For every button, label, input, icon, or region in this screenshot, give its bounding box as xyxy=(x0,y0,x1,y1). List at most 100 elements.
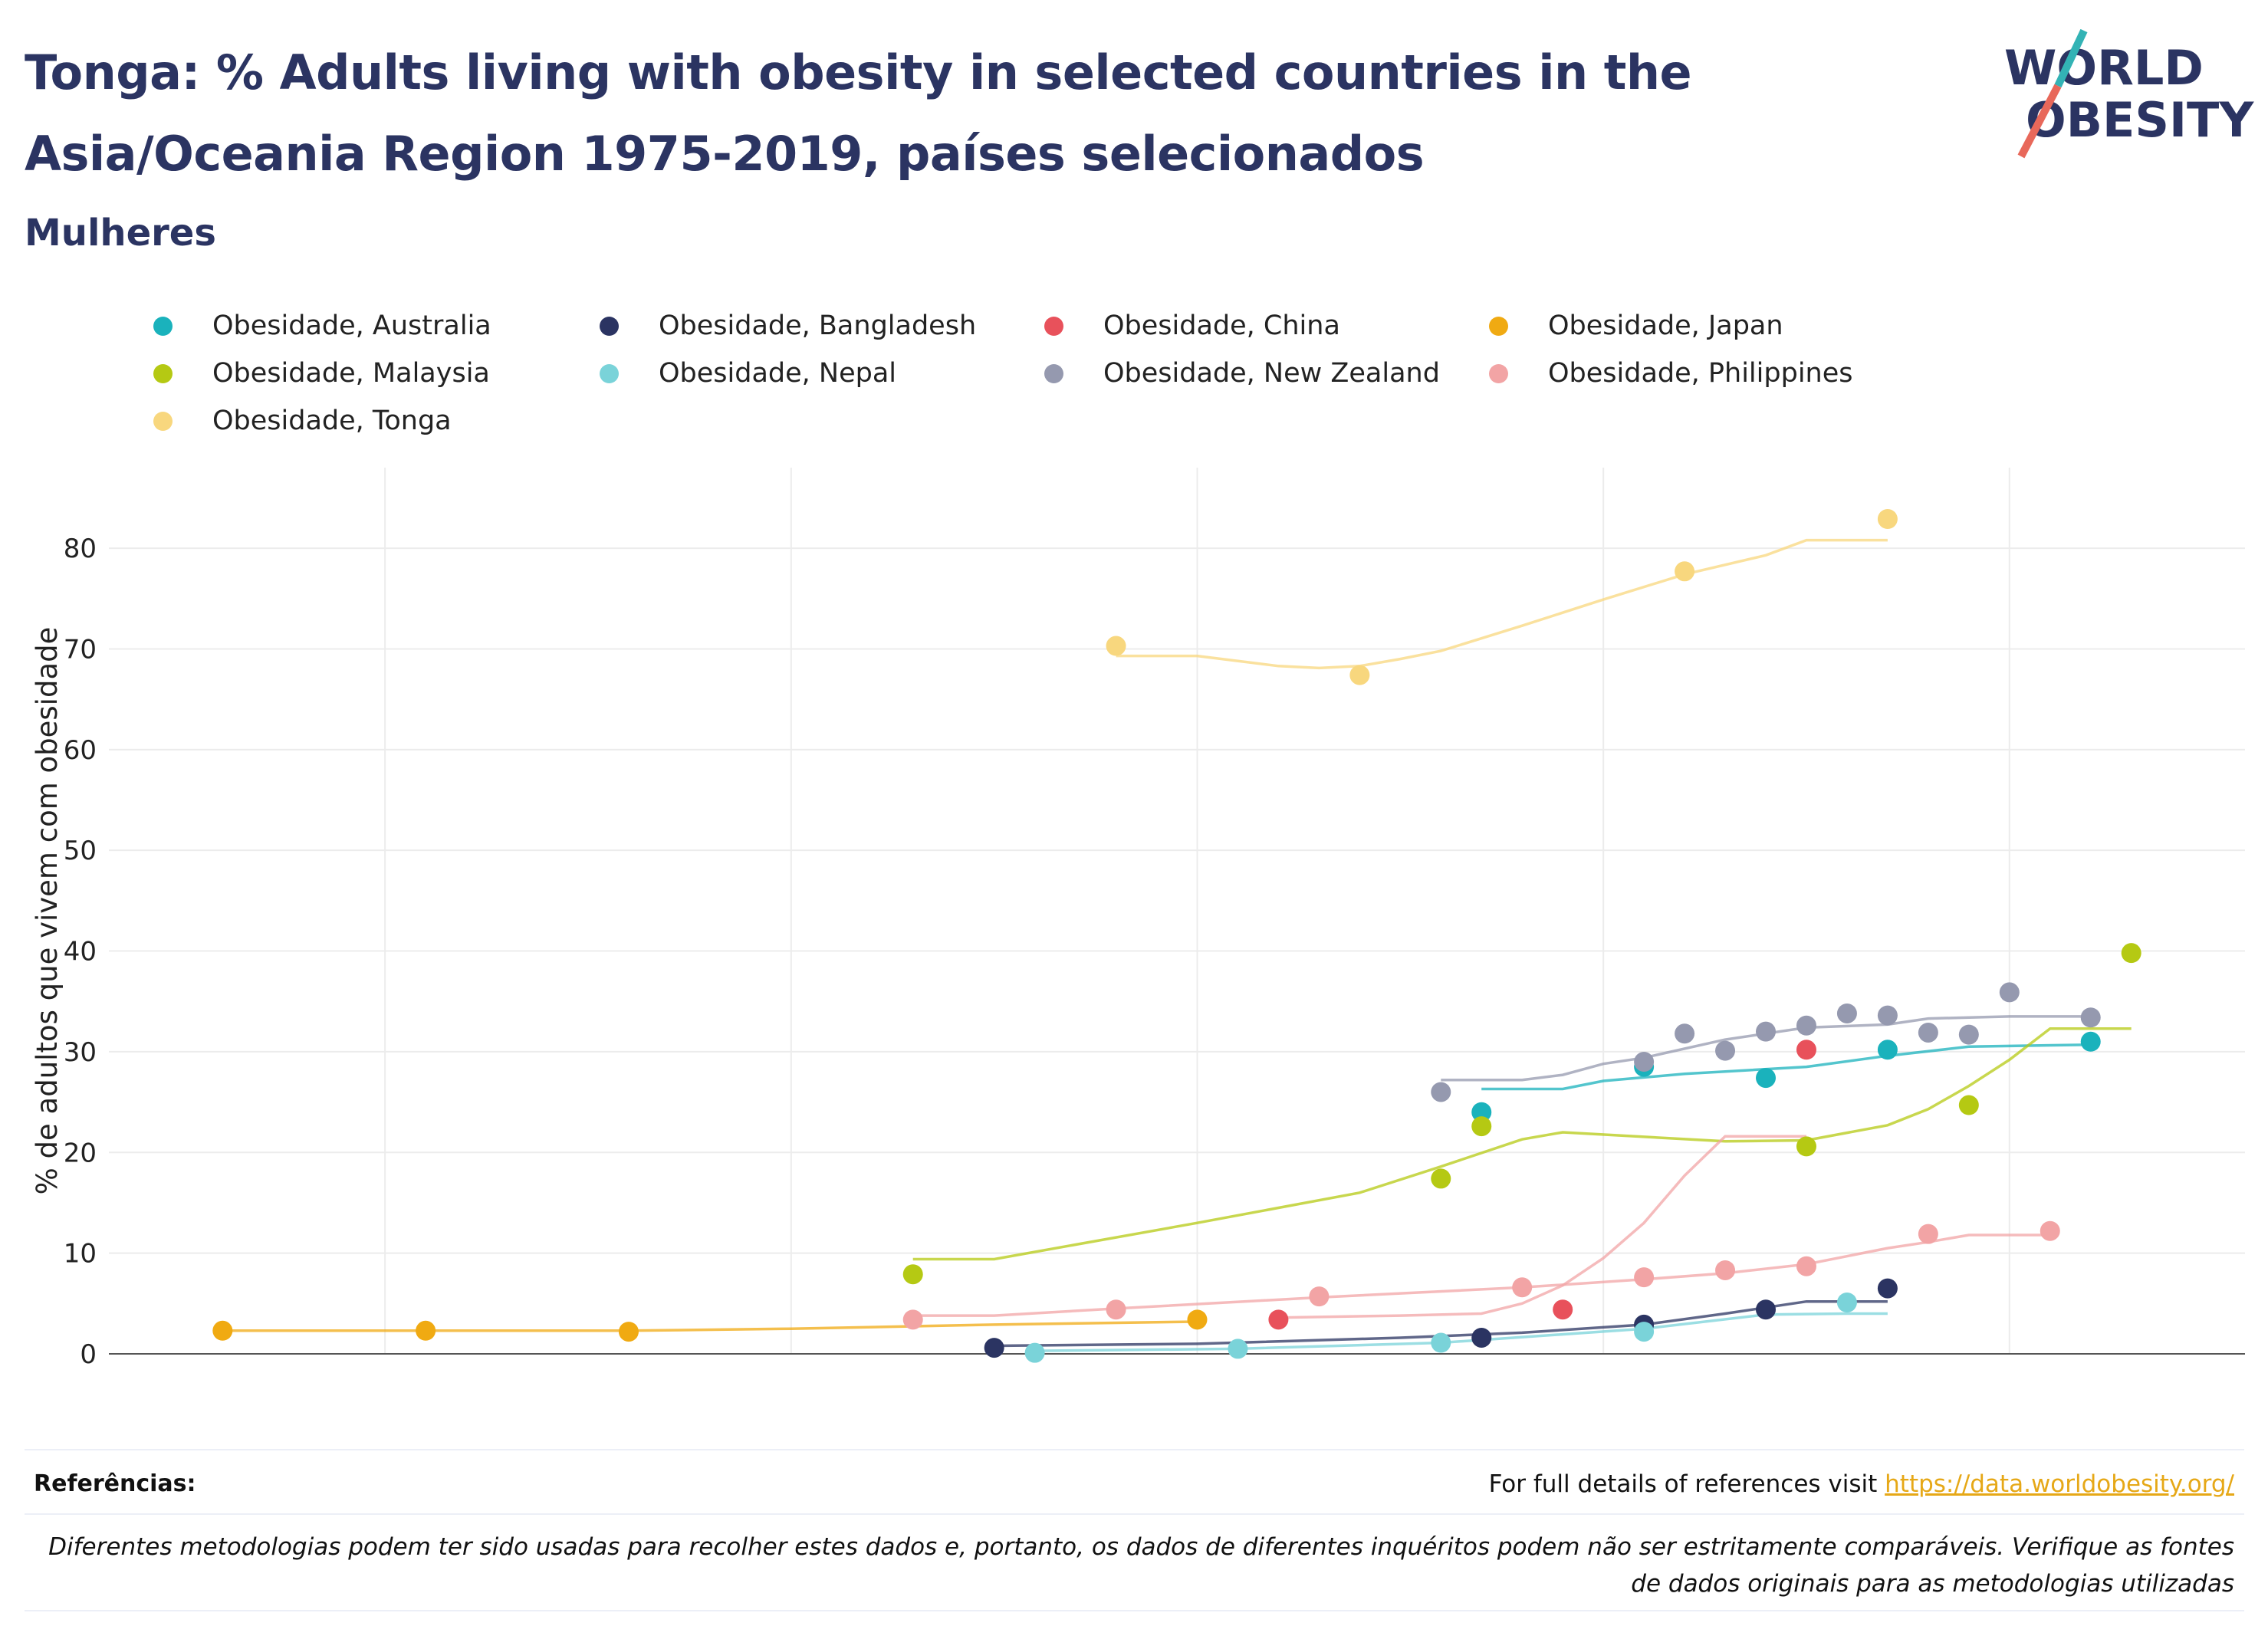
trend-line xyxy=(1441,1015,2091,1082)
data-point xyxy=(1796,1256,1816,1276)
trend-line xyxy=(1278,1135,1806,1319)
x-tick-label: 1980 xyxy=(352,1368,419,1372)
world-obesity-logo: WORLD OBESITY xyxy=(2004,29,2254,159)
y-tick-label: 10 xyxy=(64,1239,97,1270)
legend-item[interactable]: Obesidade, Australia xyxy=(153,307,491,345)
data-point xyxy=(416,1320,436,1341)
data-point xyxy=(1918,1224,1938,1244)
data-point xyxy=(2040,1220,2060,1241)
data-point xyxy=(1634,1052,1655,1073)
footer-divider-middle xyxy=(25,1513,2244,1515)
data-point xyxy=(984,1338,1004,1358)
y-tick-label: 70 xyxy=(64,634,97,665)
data-point xyxy=(1675,561,1695,582)
data-point xyxy=(1715,1040,1736,1061)
legend-marker-icon xyxy=(600,363,619,383)
data-point xyxy=(1836,1293,1857,1313)
legend-label: Obesidade, Malaysia xyxy=(212,358,490,389)
legend-item[interactable]: Obesidade, China xyxy=(1044,307,1340,345)
trend-line xyxy=(222,1320,1198,1332)
y-axis-label: % de adultos que vivem com obesidade xyxy=(31,627,64,1195)
legend-label: Obesidade, Japan xyxy=(1548,310,1783,341)
chart-subtitle: Mulheres xyxy=(25,212,216,255)
data-point xyxy=(1918,1022,1938,1043)
trend-line xyxy=(912,1027,2132,1261)
data-point xyxy=(1877,1278,1898,1299)
data-point xyxy=(1431,1082,1451,1102)
data-point xyxy=(1999,982,2020,1003)
data-point xyxy=(1471,1116,1492,1137)
legend-label: Obesidade, Nepal xyxy=(659,358,897,389)
y-tick-label: 0 xyxy=(80,1339,97,1370)
y-tick-label: 30 xyxy=(64,1037,97,1068)
legend-item[interactable]: Obesidade, Japan xyxy=(1489,307,1783,345)
data-point xyxy=(212,1320,233,1341)
data-point xyxy=(1877,1005,1898,1026)
legend-label: Obesidade, Tonga xyxy=(212,406,452,436)
data-point xyxy=(1756,1068,1777,1089)
legend-label: Obesidade, Bangladesh xyxy=(659,310,977,341)
y-tick-label: 40 xyxy=(64,937,97,967)
legend-marker-icon xyxy=(153,411,173,431)
y-tick-label: 60 xyxy=(64,735,97,766)
x-tick-label: 2010 xyxy=(1570,1368,1637,1372)
legend-marker-icon xyxy=(600,316,619,336)
data-point xyxy=(1309,1286,1330,1307)
data-point xyxy=(1471,1327,1492,1348)
data-point xyxy=(2080,1007,2101,1028)
legend-marker-icon xyxy=(153,316,173,336)
legend-marker-icon xyxy=(1489,316,1508,336)
legend-item[interactable]: Obesidade, New Zealand xyxy=(1044,354,1440,393)
data-point xyxy=(2121,943,2141,964)
data-point xyxy=(1958,1024,1979,1045)
footer-divider-top xyxy=(25,1449,2244,1450)
x-tick-label: 2000 xyxy=(1164,1368,1231,1372)
data-point xyxy=(1228,1339,1248,1359)
footer-divider-bottom xyxy=(25,1610,2244,1611)
references-label: Referências: xyxy=(34,1470,196,1497)
legend-item[interactable]: Obesidade, Bangladesh xyxy=(600,307,976,345)
logo-line2: OBESITY xyxy=(2026,92,2254,148)
legend-label: Obesidade, New Zealand xyxy=(1103,358,1440,389)
data-point xyxy=(1187,1309,1208,1330)
data-point xyxy=(1106,1299,1126,1320)
data-point xyxy=(1715,1260,1736,1280)
chart-title: Tonga: % Adults living with obesity in s… xyxy=(25,44,1692,182)
data-point xyxy=(1512,1277,1533,1298)
data-point xyxy=(1268,1309,1289,1330)
x-tick-label: 1990 xyxy=(758,1368,825,1372)
data-point xyxy=(1796,1015,1816,1036)
trend-line xyxy=(1481,1043,2091,1091)
data-point xyxy=(618,1322,639,1342)
trend-line xyxy=(912,1233,2050,1317)
legend-marker-icon xyxy=(1489,363,1508,383)
y-tick-label: 20 xyxy=(64,1138,97,1168)
data-point xyxy=(1431,1332,1451,1353)
legend-item[interactable]: Obesidade, Nepal xyxy=(600,354,896,393)
references-link[interactable]: https://data.worldobesity.org/ xyxy=(1885,1470,2234,1498)
data-point xyxy=(902,1309,923,1330)
data-point xyxy=(1349,665,1370,685)
legend-item[interactable]: Obesidade, Malaysia xyxy=(153,354,490,393)
legend-marker-icon xyxy=(1044,316,1063,336)
data-point xyxy=(1756,1299,1777,1320)
legend-item[interactable]: Obesidade, Philippines xyxy=(1489,354,1853,393)
y-tick-label: 80 xyxy=(64,534,97,564)
data-point xyxy=(1024,1342,1045,1363)
legend-marker-icon xyxy=(1044,363,1063,383)
data-point xyxy=(1431,1168,1451,1189)
data-point xyxy=(1634,1322,1655,1342)
data-point xyxy=(1756,1021,1777,1042)
legend-label: Obesidade, Philippines xyxy=(1548,358,1853,389)
trend-line xyxy=(1116,538,1888,670)
chart-legend: Obesidade, Australia Obesidade, Banglades… xyxy=(153,307,2070,452)
legend-item[interactable]: Obesidade, Tonga xyxy=(153,402,452,440)
legend-marker-icon xyxy=(153,363,173,383)
data-point xyxy=(1634,1267,1655,1288)
data-point xyxy=(1958,1095,1979,1115)
obesity-chart: 1980 1990 2000 2010 2020 0 10 20 30 40 50 60 70 80 % d… xyxy=(31,468,2245,1372)
legend-label: Obesidade, Australia xyxy=(212,310,491,341)
methodology-disclaimer: Diferentes metodologias podem ter sido u… xyxy=(48,1533,2234,1598)
y-tick-label: 50 xyxy=(64,836,97,866)
legend-label: Obesidade, China xyxy=(1103,310,1340,341)
